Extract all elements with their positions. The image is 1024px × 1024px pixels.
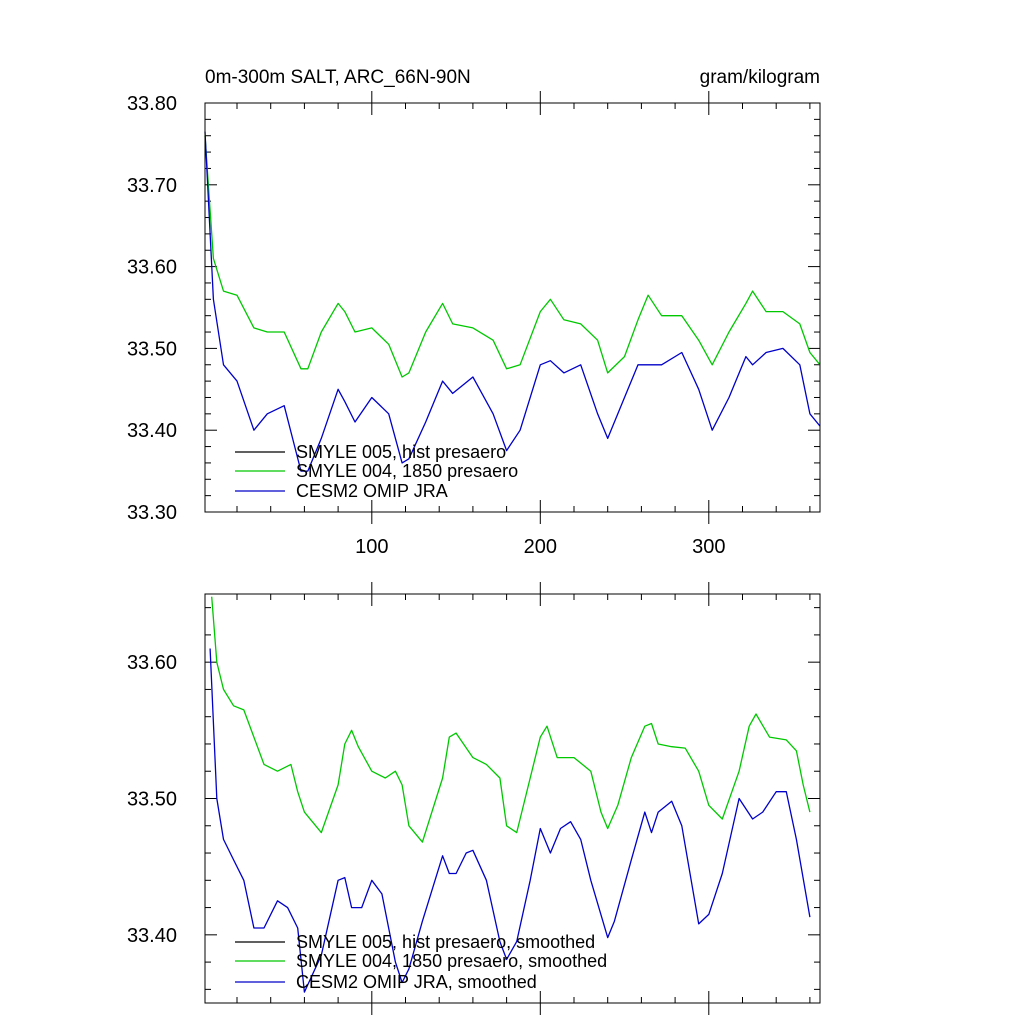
bottom-panel-frame [204, 593, 821, 1004]
y-tick-label: 33.50 [127, 338, 177, 360]
bottom-panel: 33.40 33.50 33.60 SMYLE 005, hist presaero… [127, 582, 821, 1015]
series-line-1 [211, 596, 811, 843]
legend-label-smyle005-smoothed: SMYLE 005, hist presaero, smoothed [296, 932, 595, 952]
y-tick-label: 33.60 [127, 257, 177, 279]
top-panel-series [204, 131, 821, 472]
x-tick-label: 200 [524, 536, 557, 558]
legend-label-smyle004-smoothed: SMYLE 004, 1850 presaero, smoothed [296, 951, 607, 971]
top-panel: 0m-300m SALT, ARC_66N-90N gram/kilogram … [127, 67, 821, 558]
legend-label-smyle004: SMYLE 004, 1850 presaero [296, 461, 518, 481]
top-panel-units: gram/kilogram [700, 67, 820, 88]
y-tick-label: 33.80 [127, 93, 177, 115]
y-tick-label: 33.60 [127, 652, 177, 674]
top-panel-legend: SMYLE 005, hist presaero SMYLE 004, 1850… [235, 442, 518, 501]
y-tick-label: 33.70 [127, 175, 177, 197]
series-line-2 [209, 648, 811, 993]
x-tick-label: 300 [692, 536, 725, 558]
legend-label-smyle005: SMYLE 005, hist presaero [296, 442, 506, 462]
top-panel-ticks: 100 200 300 33.30 33.40 33.50 33.60 33.70 33.80 [127, 91, 820, 558]
series-line-2 [204, 131, 821, 472]
top-panel-title: 0m-300m SALT, ARC_66N-90N [205, 67, 471, 88]
x-tick-label: 100 [355, 536, 388, 558]
y-tick-label: 33.40 [127, 925, 177, 947]
y-tick-label: 33.50 [127, 789, 177, 811]
bottom-panel-series [209, 596, 811, 993]
series-line-1 [204, 135, 821, 378]
y-tick-label: 33.40 [127, 420, 177, 442]
legend-label-cesm2-smoothed: CESM2 OMIP JRA, smoothed [296, 972, 537, 992]
top-panel-frame [204, 102, 821, 513]
y-tick-label: 33.30 [127, 502, 177, 524]
bottom-panel-legend: SMYLE 005, hist presaero, smoothed SMYLE… [235, 932, 607, 992]
bottom-panel-ticks: 33.40 33.50 33.60 [127, 582, 820, 1015]
legend-label-cesm2: CESM2 OMIP JRA [296, 481, 448, 501]
